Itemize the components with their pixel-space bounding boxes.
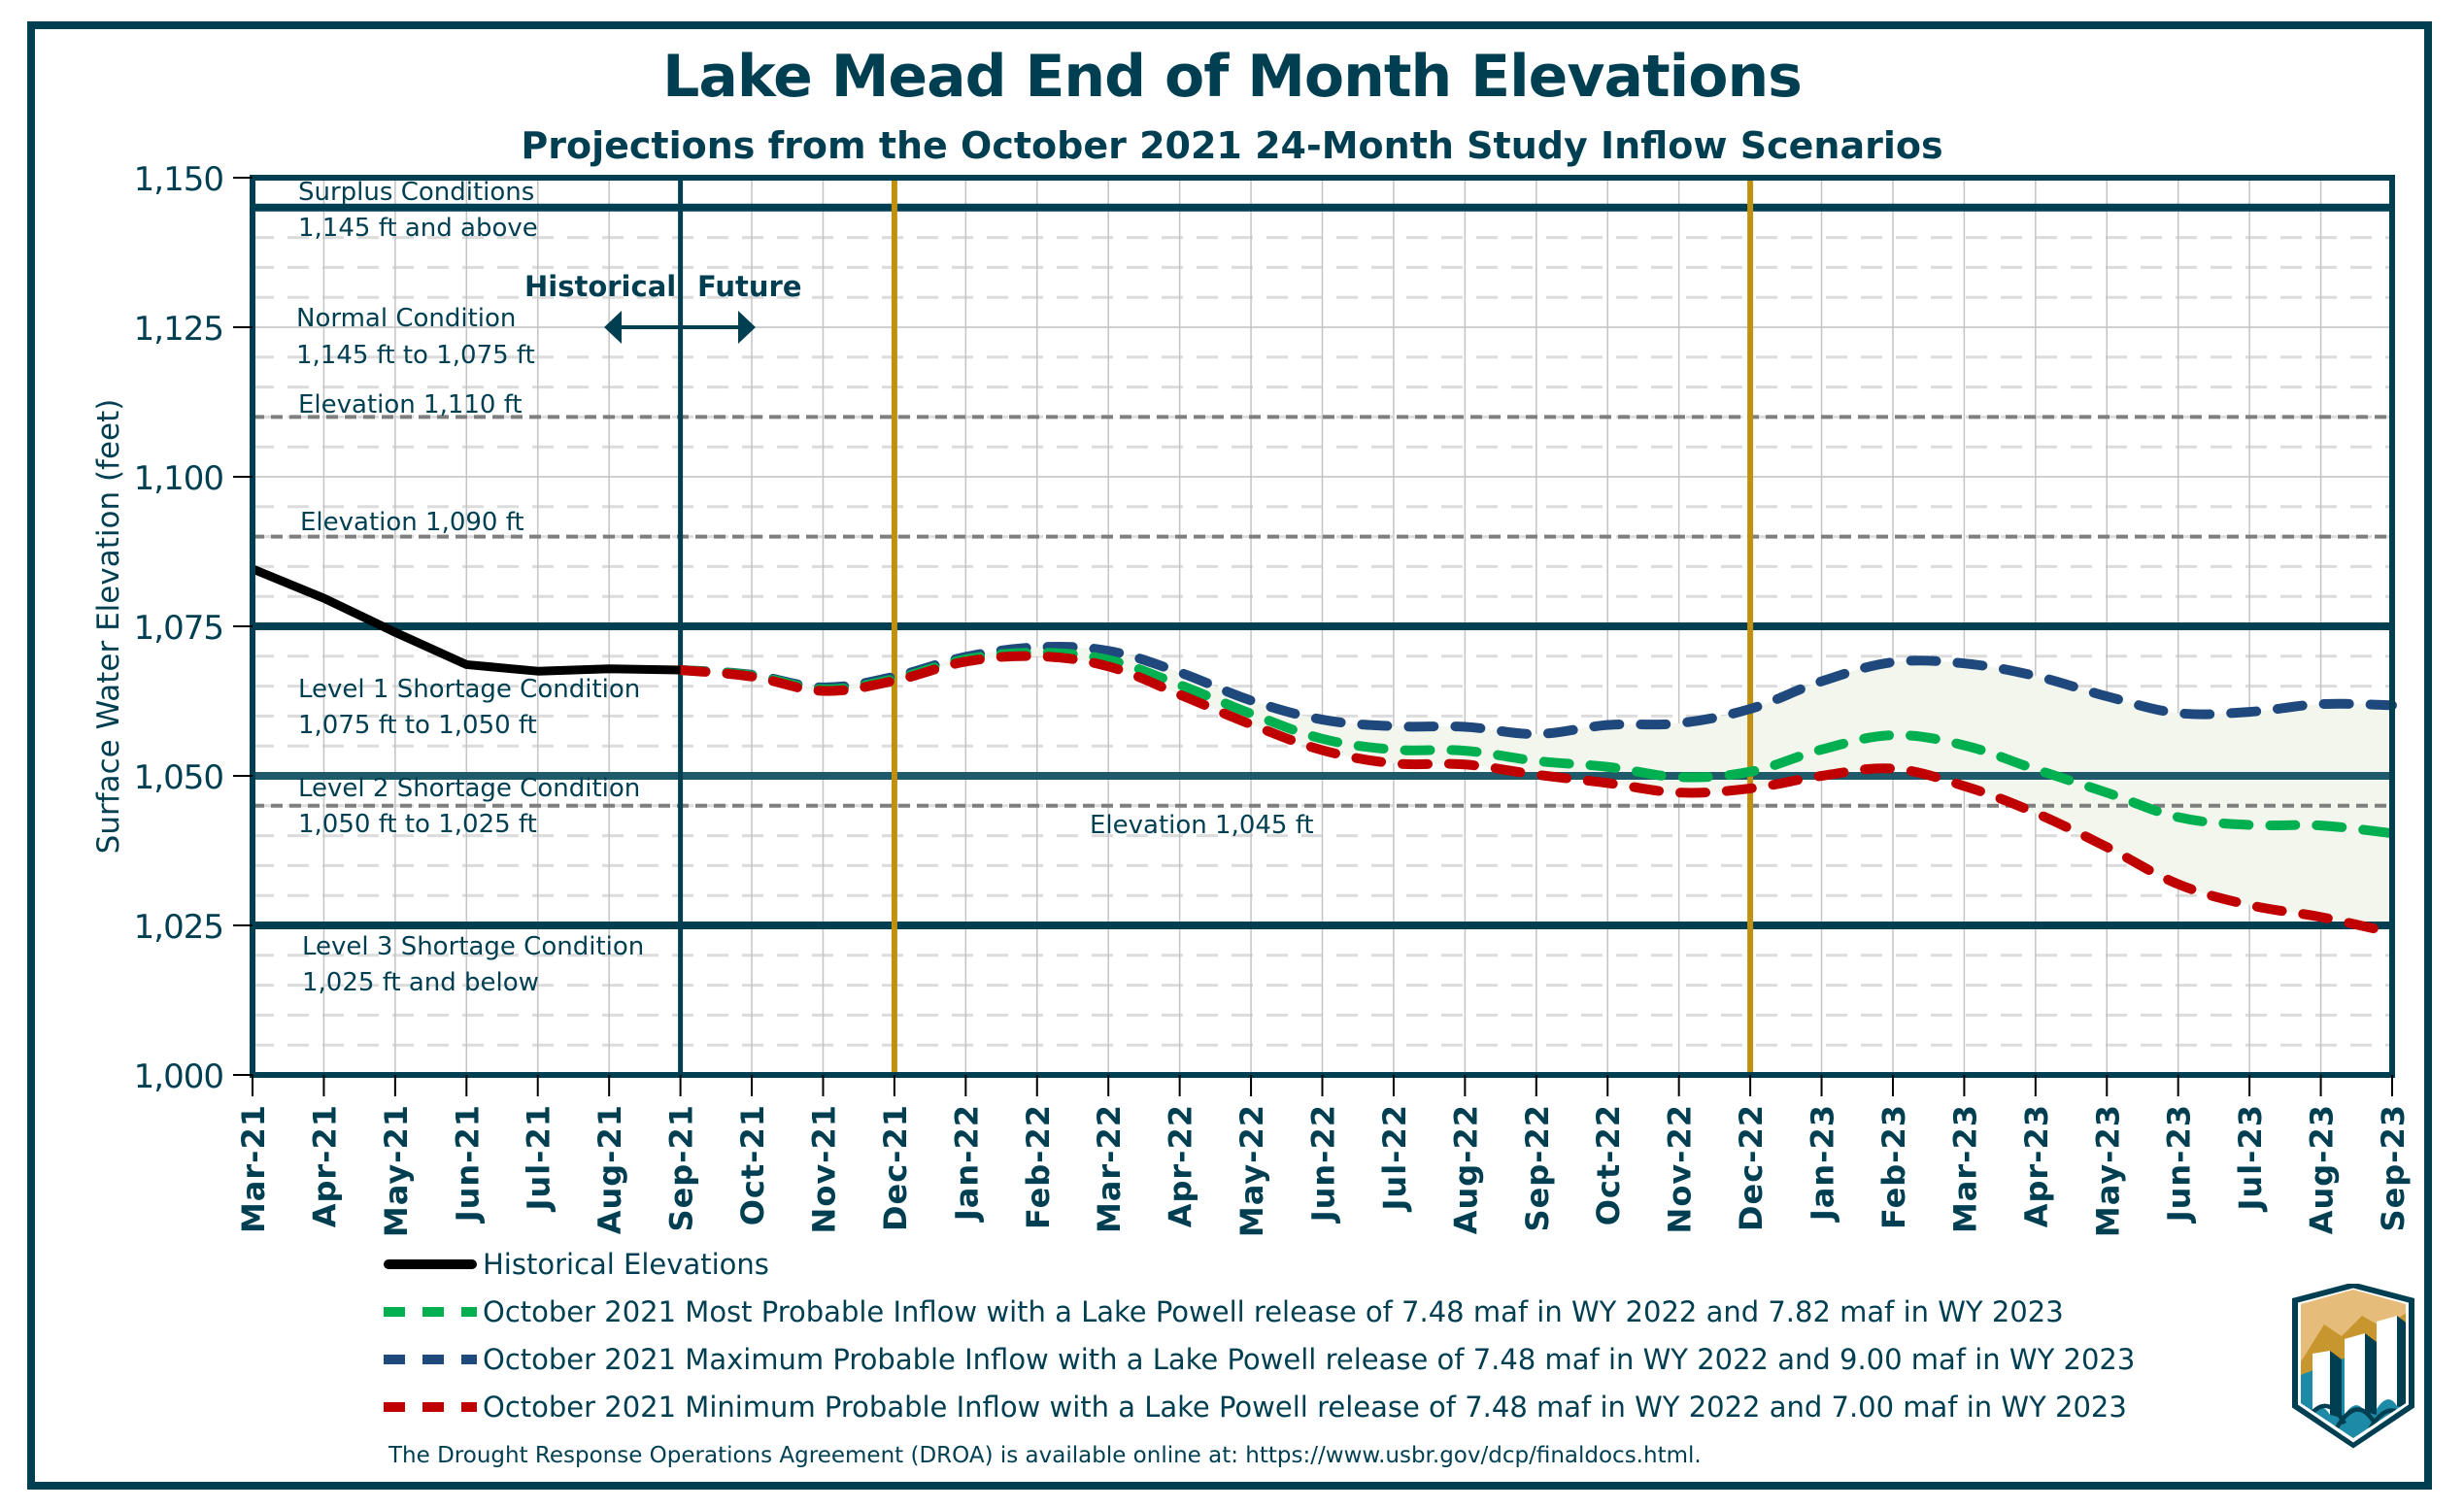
x-tick-label: Jul-23 — [2232, 1104, 2269, 1212]
x-tick-label: Sep-22 — [1519, 1104, 1556, 1231]
x-tick-label: Apr-23 — [2018, 1104, 2055, 1227]
y-tick-label: 1,075 — [134, 609, 223, 648]
zone-labels: Surplus Conditions 1,145 ft and above Norm… — [296, 178, 1314, 997]
y-tick-label: 1,000 — [134, 1057, 223, 1096]
chart-title: Lake Mead End of Month Elevations — [662, 43, 1803, 111]
x-tick-label: Feb-23 — [1875, 1104, 1912, 1229]
zone-range-normal: 1,145 ft to 1,075 ft — [296, 341, 535, 370]
legend-swatch-max-probable — [384, 1355, 477, 1364]
x-tick-label: Jun-21 — [449, 1104, 486, 1224]
projection-range-band — [680, 646, 2392, 933]
legend-label: Historical Elevations — [483, 1248, 769, 1281]
projection-band — [680, 646, 2392, 933]
legend-item-most-probable: October 2021 Most Probable Inflow with a… — [384, 1295, 2064, 1328]
y-tick-label: 1,150 — [134, 160, 223, 199]
x-tick-label: Jul-22 — [1376, 1104, 1413, 1212]
x-tick-label: Sep-21 — [663, 1104, 700, 1231]
bureau-of-reclamation-shield-icon — [2292, 1284, 2414, 1449]
legend-swatch-historical — [384, 1259, 477, 1269]
elevation-label-1110: Elevation 1,110 ft — [298, 390, 523, 419]
x-tick-label: Jun-23 — [2161, 1104, 2198, 1224]
legend-label: October 2021 Most Probable Inflow with a… — [483, 1295, 2064, 1328]
historical-label: Historical — [524, 270, 676, 303]
x-tick-label: Jul-21 — [521, 1104, 557, 1212]
zone-range-level-2: 1,050 ft to 1,025 ft — [298, 810, 537, 839]
x-tick-label: Apr-22 — [1163, 1104, 1199, 1227]
x-tick-label: Aug-23 — [2304, 1104, 2341, 1234]
footnote-droa: The Drought Response Operations Agreemen… — [388, 1443, 1702, 1468]
axes: 1,000 1,025 1,050 1,075 1,100 1,125 1,150 Mar-2… — [134, 160, 2412, 1237]
x-tick-label: May-21 — [378, 1104, 415, 1237]
x-tick-label: Dec-22 — [1733, 1104, 1770, 1231]
legend-swatch-min-probable — [384, 1402, 477, 1412]
y-tick-label: 1,100 — [134, 459, 223, 498]
y-axis-label: Surface Water Elevation (feet) — [91, 399, 126, 855]
x-tick-label: Mar-22 — [1091, 1104, 1128, 1233]
x-tick-label: Mar-21 — [235, 1104, 272, 1233]
x-tick-label: Sep-23 — [2375, 1104, 2412, 1231]
x-tick-label: Oct-22 — [1590, 1104, 1627, 1225]
zone-label-surplus: Surplus Conditions — [298, 178, 534, 207]
x-tick-label: Apr-21 — [306, 1104, 343, 1227]
x-tick-label: Nov-22 — [1662, 1104, 1699, 1233]
elevation-label-1090: Elevation 1,090 ft — [300, 508, 524, 537]
legend-label: October 2021 Minimum Probable Inflow wit… — [483, 1391, 2127, 1424]
x-tick-label: Aug-22 — [1447, 1104, 1484, 1234]
zone-label-level-1: Level 1 Shortage Condition — [298, 675, 640, 704]
arrow-left-icon — [604, 311, 622, 344]
legend-swatch-most-probable — [384, 1307, 477, 1317]
x-tick-label: Oct-21 — [734, 1104, 771, 1225]
zone-label-level-3: Level 3 Shortage Condition — [302, 932, 644, 961]
x-tick-label: May-22 — [1233, 1104, 1270, 1237]
zone-range-level-3: 1,025 ft and below — [302, 968, 539, 997]
x-tick-label: Aug-21 — [591, 1104, 628, 1234]
x-tick-label: Feb-22 — [1020, 1104, 1057, 1229]
legend-item-max-probable: October 2021 Maximum Probable Inflow wit… — [384, 1343, 2135, 1376]
series-lines — [251, 564, 2397, 938]
future-label: Future — [697, 270, 802, 303]
x-tick-label: Jun-22 — [1305, 1104, 1342, 1224]
arrow-right-icon — [738, 311, 756, 344]
legend-item-min-probable: October 2021 Minimum Probable Inflow wit… — [384, 1391, 2127, 1424]
zone-label-level-2: Level 2 Shortage Condition — [298, 774, 640, 803]
x-tick-label: Dec-21 — [877, 1104, 914, 1231]
y-tick-label: 1,050 — [134, 758, 223, 797]
x-tick-label: Nov-21 — [805, 1104, 842, 1233]
zone-label-normal: Normal Condition — [296, 304, 516, 333]
threshold-lines — [253, 203, 2392, 929]
x-tick-label: Jan-23 — [1805, 1104, 1841, 1223]
x-tick-label: Jan-22 — [948, 1104, 985, 1223]
legend-item-historical: Historical Elevations — [384, 1248, 769, 1281]
x-tick-label: May-23 — [2089, 1104, 2126, 1237]
chart-subtitle: Projections from the October 2021 24-Mon… — [521, 124, 1943, 167]
zone-range-level-1: 1,075 ft to 1,050 ft — [298, 711, 537, 740]
x-tick-label: Mar-23 — [1946, 1104, 1983, 1233]
y-tick-label: 1,025 — [134, 908, 223, 947]
elevation-label-1045: Elevation 1,045 ft — [1090, 811, 1314, 840]
y-tick-label: 1,125 — [134, 310, 223, 349]
zone-range-surplus: 1,145 ft and above — [298, 214, 538, 243]
legend-label: October 2021 Maximum Probable Inflow wit… — [483, 1343, 2136, 1376]
